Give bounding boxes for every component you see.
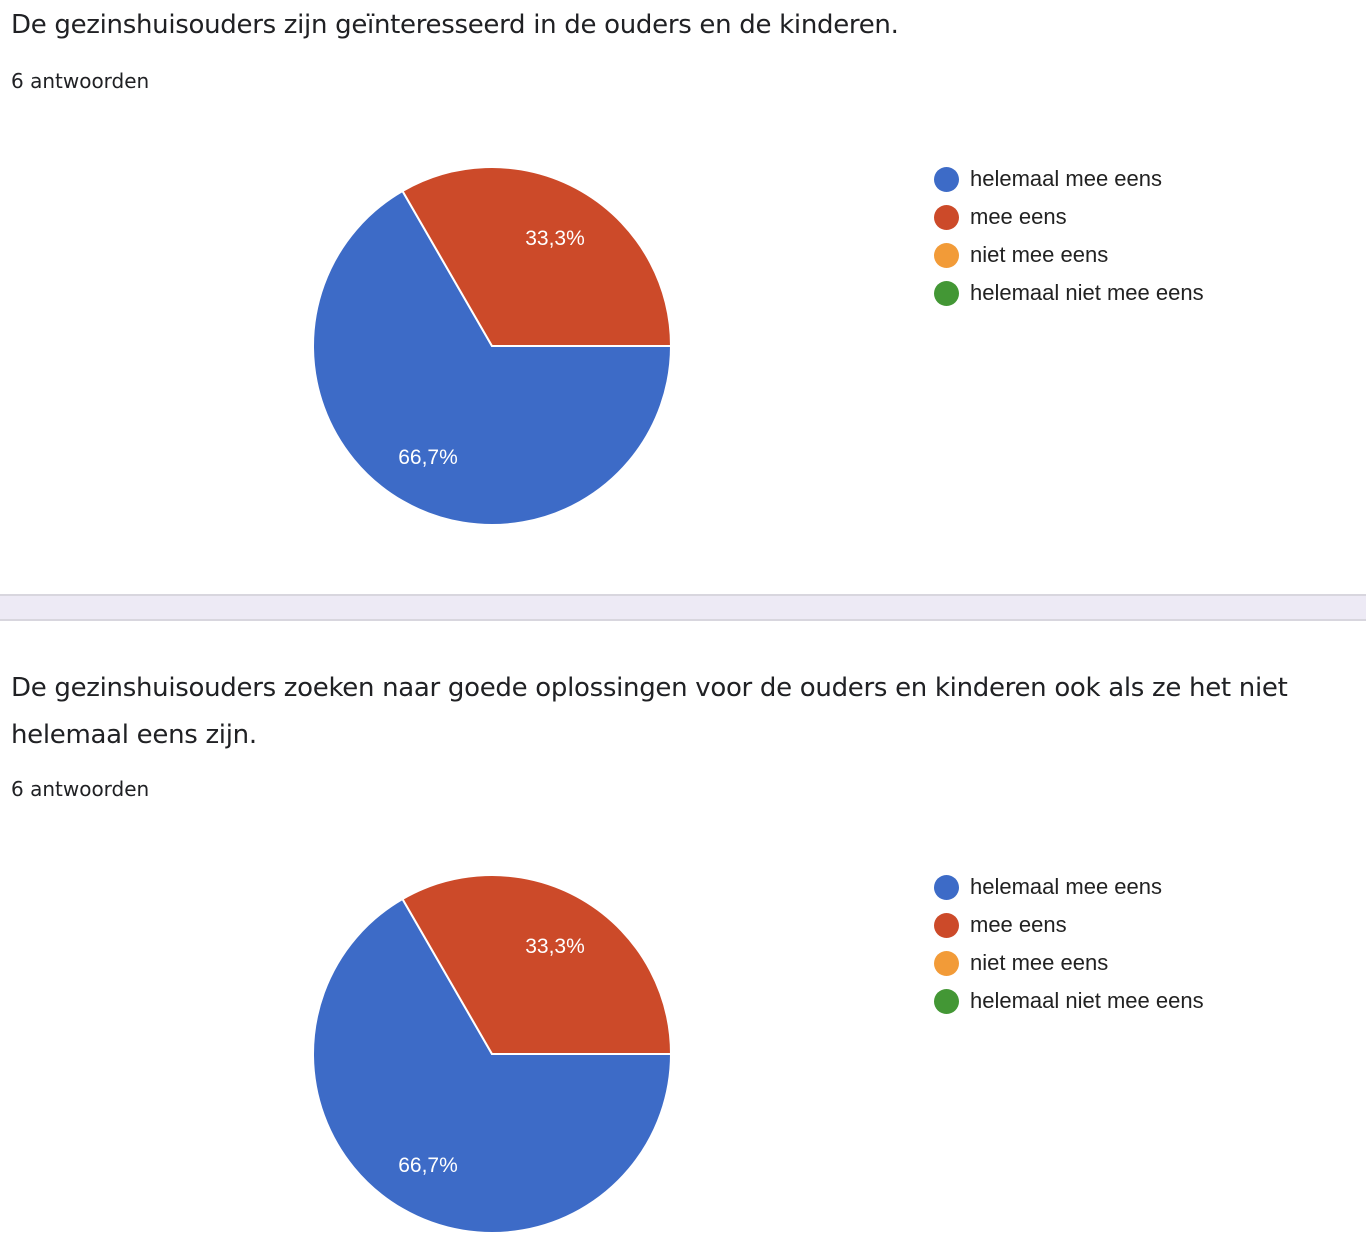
legend-dot-icon xyxy=(934,242,959,268)
chart-legend: helemaal mee eens mee eens niet mee eens… xyxy=(934,868,1204,1020)
legend-label: helemaal mee eens xyxy=(970,166,1163,191)
legend-dot-icon xyxy=(934,950,959,976)
question-card-2: De gezinshuisouders zoeken naar goede op… xyxy=(0,621,1366,1252)
pie-chart: 66,7% 33,3% xyxy=(312,874,673,1234)
slice-label-blue: 66,7% xyxy=(398,1154,458,1177)
legend-item-helemaal-niet-mee-eens[interactable]: helemaal niet mee eens xyxy=(934,982,1204,1020)
chart-legend: helemaal mee eens mee eens niet mee eens… xyxy=(934,160,1204,312)
question-title: De gezinshuisouders zijn geïnteresseerd … xyxy=(11,10,899,40)
legend-label: helemaal niet mee eens xyxy=(970,280,1204,305)
slice-label-red: 33,3% xyxy=(525,227,585,250)
legend-item-helemaal-niet-mee-eens[interactable]: helemaal niet mee eens xyxy=(934,274,1204,312)
question-card-1: De gezinshuisouders zijn geïnteresseerd … xyxy=(0,0,1366,595)
legend-label: helemaal niet mee eens xyxy=(970,988,1204,1013)
question-title: De gezinshuisouders zoeken naar goede op… xyxy=(11,673,1288,750)
legend-label: mee eens xyxy=(970,204,1067,229)
pie-slice-mee-eens[interactable] xyxy=(401,166,673,347)
legend-item-helemaal-mee-eens[interactable]: helemaal mee eens xyxy=(934,160,1204,198)
legend-dot-icon xyxy=(934,988,959,1014)
slice-label-blue: 66,7% xyxy=(398,446,458,469)
legend-item-niet-mee-eens[interactable]: niet mee eens xyxy=(934,944,1204,982)
response-count: 6 antwoorden xyxy=(11,69,150,93)
pie-slice-helemaal-mee-eens[interactable] xyxy=(312,189,673,526)
legend-item-niet-mee-eens[interactable]: niet mee eens xyxy=(934,236,1204,274)
response-count: 6 antwoorden xyxy=(11,777,150,801)
legend-dot-icon xyxy=(934,166,959,192)
legend-label: niet mee eens xyxy=(970,950,1109,975)
legend-label: helemaal mee eens xyxy=(970,874,1163,899)
legend-item-mee-eens[interactable]: mee eens xyxy=(934,906,1204,944)
legend-dot-icon xyxy=(934,874,959,900)
legend-dot-icon xyxy=(934,912,959,938)
legend-label: mee eens xyxy=(970,912,1067,937)
card-separator xyxy=(0,594,1366,621)
pie-chart: 66,7% 33,3% xyxy=(312,166,673,526)
legend-dot-icon xyxy=(934,204,959,230)
slice-label-red: 33,3% xyxy=(525,935,585,958)
legend-label: niet mee eens xyxy=(970,242,1109,267)
pie-slice-helemaal-mee-eens[interactable] xyxy=(312,897,673,1234)
legend-dot-icon xyxy=(934,280,959,306)
legend-item-helemaal-mee-eens[interactable]: helemaal mee eens xyxy=(934,868,1204,906)
legend-item-mee-eens[interactable]: mee eens xyxy=(934,198,1204,236)
pie-slice-mee-eens[interactable] xyxy=(401,874,673,1055)
